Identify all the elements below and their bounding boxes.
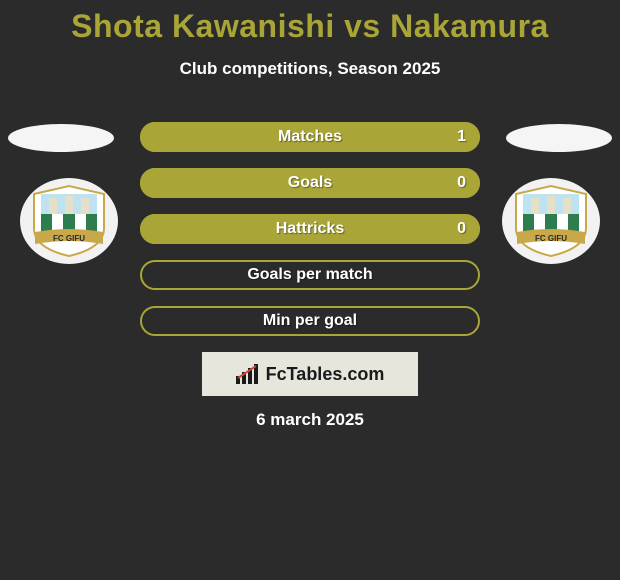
stat-label: Goals per match [247, 266, 372, 284]
player-avatar-right-placeholder [506, 124, 612, 152]
stat-label: Goals [288, 174, 332, 192]
subtitle: Club competitions, Season 2025 [0, 59, 620, 79]
brand-logo-box: FcTables.com [202, 352, 418, 396]
stat-value-right: 1 [457, 128, 466, 146]
fc-gifu-crest-icon: FC GIFU [511, 184, 591, 258]
svg-text:FC GIFU: FC GIFU [53, 234, 85, 243]
stat-bar: Matches 1 [140, 122, 480, 152]
stat-value-right: 0 [457, 220, 466, 238]
stat-bar: Hattricks 0 [140, 214, 480, 244]
stat-bar: Goals 0 [140, 168, 480, 198]
date-label: 6 march 2025 [0, 410, 620, 430]
stat-label: Matches [278, 128, 342, 146]
club-badge-left: FC GIFU [20, 178, 118, 264]
stat-value-right: 0 [457, 174, 466, 192]
comparison-bars: Matches 1 Goals 0 Hattricks 0 Goals per match M… [140, 122, 480, 352]
brand-name: FcTables.com [266, 364, 385, 385]
club-badge-right: FC GIFU [502, 178, 600, 264]
stat-bar: Min per goal [140, 306, 480, 336]
fc-gifu-crest-icon: FC GIFU [29, 184, 109, 258]
page-title: Shota Kawanishi vs Nakamura [0, 0, 620, 45]
svg-text:FC GIFU: FC GIFU [535, 234, 567, 243]
stat-bar: Goals per match [140, 260, 480, 290]
bar-chart-icon [236, 364, 262, 384]
stat-label: Hattricks [276, 220, 344, 238]
player-avatar-left-placeholder [8, 124, 114, 152]
stat-label: Min per goal [263, 312, 357, 330]
